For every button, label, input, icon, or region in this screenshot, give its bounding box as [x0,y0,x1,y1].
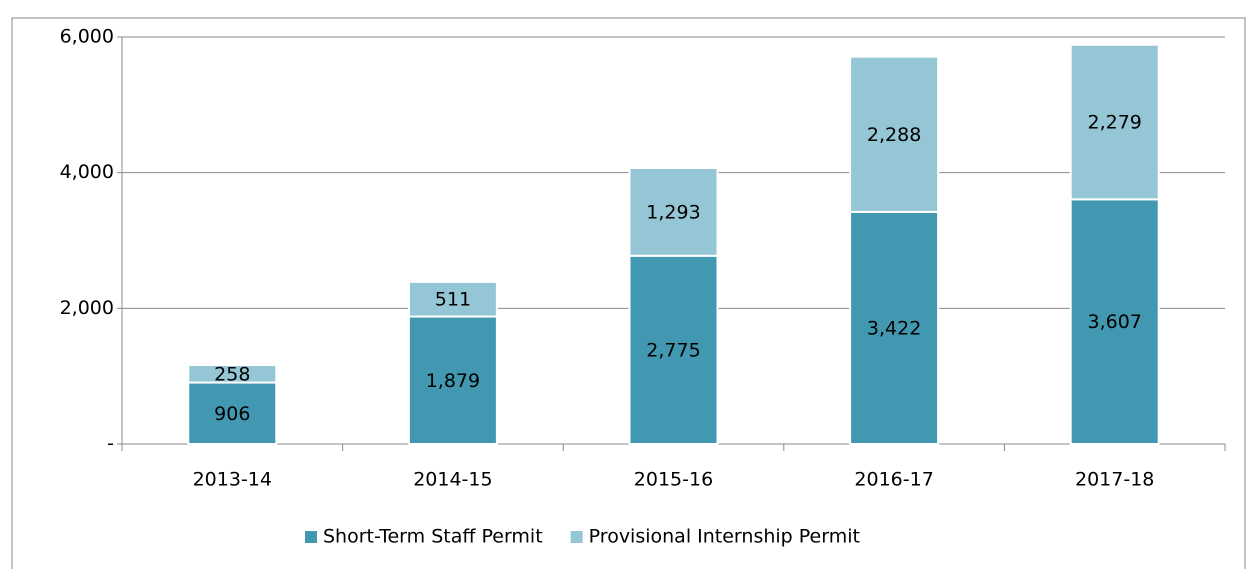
bar-segment [628,167,719,257]
data-label: 2,279 [1087,112,1141,134]
x-tick-label: 2013-14 [193,469,272,491]
bar-segment [407,315,498,445]
data-label: 1,879 [426,370,480,392]
bar-segment [187,364,278,384]
data-label: 3,422 [867,317,921,339]
y-tick-label: 4,000 [60,161,114,183]
bar-segment [187,381,278,445]
data-label: 3,607 [1087,311,1141,333]
data-label: 2,775 [646,339,700,361]
x-tick-label: 2017-18 [1075,469,1154,491]
bar-segment [628,254,719,445]
legend-label: Provisional Internship Permit [589,526,860,548]
bar-segment [849,55,940,213]
x-tick-label: 2015-16 [634,469,713,491]
legend-swatch [305,531,317,543]
y-tick-label: 6,000 [60,26,114,48]
data-label: 2,288 [867,124,921,146]
bar-segment [1069,43,1160,201]
x-tick-label: 2016-17 [854,469,933,491]
legend-label: Short-Term Staff Permit [323,526,543,548]
data-label: 511 [435,289,471,311]
data-label: 1,293 [646,201,700,223]
data-label: 906 [214,403,250,425]
bar-segment [407,280,498,318]
y-tick-label: - [107,433,114,455]
x-tick-label: 2014-15 [413,469,492,491]
legend-swatch [570,531,583,543]
data-label: 258 [214,363,250,385]
y-tick-label: 2,000 [60,297,114,319]
bar-segment [849,210,940,445]
bar-segment [1069,198,1160,445]
